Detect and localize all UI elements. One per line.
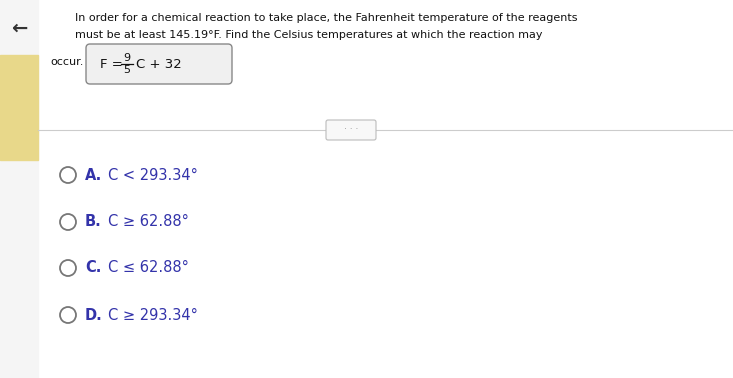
FancyBboxPatch shape: [326, 120, 376, 140]
Text: C ≤ 62.88°: C ≤ 62.88°: [108, 260, 189, 276]
Text: · · ·: · · ·: [344, 125, 358, 135]
Bar: [0, 0, 38, 378]
Text: In order for a chemical reaction to take place, the Fahrenheit temperature of th: In order for a chemical reaction to take…: [75, 13, 578, 23]
Text: D.: D.: [85, 307, 103, 322]
Text: must be at least 145.19°F. Find the Celsius temperatures at which the reaction m: must be at least 145.19°F. Find the Cels…: [75, 30, 542, 40]
Text: A.: A.: [85, 167, 102, 183]
Text: B.: B.: [85, 214, 102, 229]
Text: 9: 9: [123, 53, 130, 63]
Text: C + 32: C + 32: [136, 59, 182, 71]
Text: C ≥ 62.88°: C ≥ 62.88°: [108, 214, 189, 229]
Text: F =: F =: [100, 59, 122, 71]
FancyBboxPatch shape: [86, 44, 232, 84]
Text: C ≥ 293.34°: C ≥ 293.34°: [108, 307, 198, 322]
Text: C < 293.34°: C < 293.34°: [108, 167, 198, 183]
Text: C.: C.: [85, 260, 101, 276]
Text: ←: ←: [11, 19, 27, 37]
Text: occur.: occur.: [50, 57, 84, 67]
Bar: [0, 55, 38, 160]
Text: 5: 5: [123, 65, 130, 75]
